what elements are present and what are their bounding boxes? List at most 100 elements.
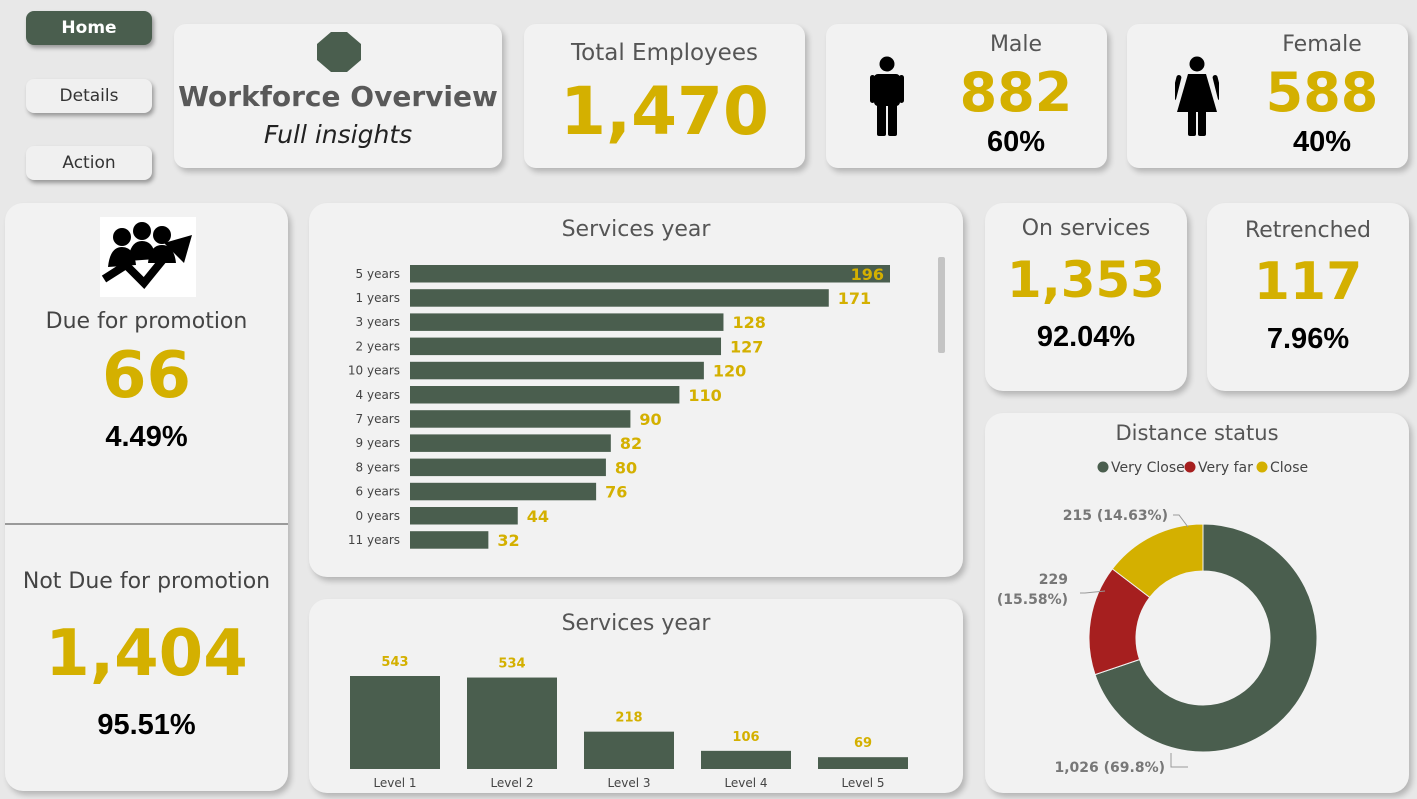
legend-marker [1256, 461, 1268, 473]
male-icon [870, 56, 904, 136]
distance-status-chart: Very Close Very far Close 1,026 (69.8%) 229(… [997, 460, 1318, 776]
category-label: 11 years [348, 533, 400, 547]
bar[interactable] [584, 731, 674, 769]
bar[interactable] [818, 757, 908, 769]
data-label: 120 [713, 362, 746, 381]
bar[interactable] [410, 289, 829, 307]
page-subtitle: Full insights [263, 120, 413, 149]
data-label: 196 [851, 265, 884, 284]
donut-slice[interactable] [1094, 523, 1318, 753]
on-services-value: 1,353 [1006, 251, 1166, 309]
data-label: 127 [730, 337, 763, 356]
action-button[interactable]: Action [26, 146, 152, 180]
category-label: Level 2 [490, 776, 533, 790]
data-label: 534 [498, 657, 525, 672]
services-level-title: Services year [561, 611, 711, 636]
data-label: 543 [381, 655, 408, 670]
data-label: 128 [732, 313, 765, 332]
category-label: 7 years [356, 412, 400, 426]
retrenched-value: 117 [1253, 252, 1363, 312]
retrenched-percent: 7.96% [1266, 323, 1350, 355]
category-label: 6 years [356, 485, 400, 499]
data-label: 229 (15.58%) [997, 572, 1068, 608]
data-label: 82 [620, 434, 642, 453]
distance-status-title: Distance status [1115, 421, 1279, 445]
bar[interactable] [410, 507, 518, 525]
bar[interactable] [701, 750, 791, 769]
female-label: Female [1282, 32, 1362, 57]
category-label: Level 3 [607, 776, 650, 790]
bar[interactable] [350, 676, 440, 769]
data-label: 69 [854, 736, 872, 751]
bar[interactable] [410, 337, 722, 356]
distance-status-card: Distance status Very Close Very far Close 1… [985, 413, 1409, 793]
bar[interactable] [410, 434, 611, 452]
divider [5, 523, 288, 525]
chart-scrollbar[interactable] [938, 257, 945, 353]
bar[interactable] [410, 313, 724, 331]
male-label: Male [989, 32, 1043, 57]
category-label: 5 years [356, 267, 400, 281]
growth-team-icon [100, 217, 196, 297]
data-label: 44 [527, 507, 549, 526]
legend-label[interactable]: Very Close [1111, 460, 1185, 476]
data-label: 171 [838, 289, 871, 308]
category-label: 3 years [356, 315, 400, 329]
data-label: 106 [732, 730, 759, 745]
retrenched-label: Retrenched [1244, 218, 1372, 243]
total-employees-label: Total Employees [571, 40, 758, 66]
female-percent: 40% [1292, 126, 1352, 158]
bar[interactable] [410, 458, 606, 477]
donut-slice[interactable] [1111, 523, 1204, 599]
home-button[interactable]: Home [26, 11, 152, 45]
legend-marker [1097, 461, 1109, 473]
category-label: 4 years [356, 388, 400, 402]
details-button[interactable]: Details [26, 79, 152, 113]
due-promotion-value: 66 [101, 339, 192, 413]
page-title: Workforce Overview [178, 80, 498, 113]
female-icon [1175, 56, 1219, 136]
not-due-promotion-label: Not Due for promotion [22, 569, 271, 594]
category-label: 0 years [356, 509, 400, 523]
bar[interactable] [410, 386, 680, 404]
leader-line [1170, 753, 1188, 768]
legend-label[interactable]: Close [1270, 460, 1308, 476]
bar[interactable] [410, 482, 597, 501]
due-promotion-percent: 4.49% [105, 421, 188, 453]
octagon-icon [317, 32, 361, 72]
bar[interactable] [410, 410, 631, 428]
male-percent: 60% [986, 126, 1046, 158]
bar[interactable] [410, 265, 890, 283]
leader-line [1173, 514, 1189, 528]
total-employees-card: Total Employees 1,470 [524, 24, 805, 168]
promotion-card: Due for promotion 66 4.49% Not Due for p… [5, 203, 288, 791]
legend-marker [1184, 461, 1196, 473]
category-label: Level 4 [724, 776, 767, 790]
bar[interactable] [410, 361, 704, 380]
data-label: 1,026 (69.8%) [1054, 760, 1165, 776]
not-due-promotion-value: 1,404 [45, 617, 248, 691]
services-year-title: Services year [561, 217, 711, 242]
category-label: Level 5 [841, 776, 884, 790]
not-due-promotion-percent: 95.51% [97, 709, 196, 741]
bar[interactable] [467, 677, 557, 769]
data-label: 76 [605, 483, 627, 502]
services-year-card: Services year 5 years 196 1 years 171 3 year… [309, 203, 963, 577]
category-label: 10 years [348, 364, 400, 378]
data-label: 80 [615, 458, 637, 477]
category-label: Level 1 [373, 776, 416, 790]
bar[interactable] [410, 531, 489, 549]
total-employees-value: 1,470 [560, 73, 769, 150]
data-label: 110 [688, 386, 721, 405]
on-services-label: On services [1021, 216, 1151, 241]
data-label: 90 [639, 410, 661, 429]
title-card: Workforce Overview Full insights [174, 24, 502, 168]
on-services-percent: 92.04% [1036, 321, 1136, 353]
services-year-chart: 5 years 196 1 years 171 3 years 128 2 years 127… [348, 265, 890, 550]
data-label: 32 [497, 531, 519, 550]
female-value: 588 [1265, 61, 1379, 124]
category-label: 9 years [356, 436, 400, 450]
on-services-card: On services 1,353 92.04% [985, 203, 1187, 391]
services-level-card: Services year 543 Level 1 534 Level 2 218 Lev… [309, 599, 963, 793]
legend-label[interactable]: Very far [1198, 460, 1253, 476]
